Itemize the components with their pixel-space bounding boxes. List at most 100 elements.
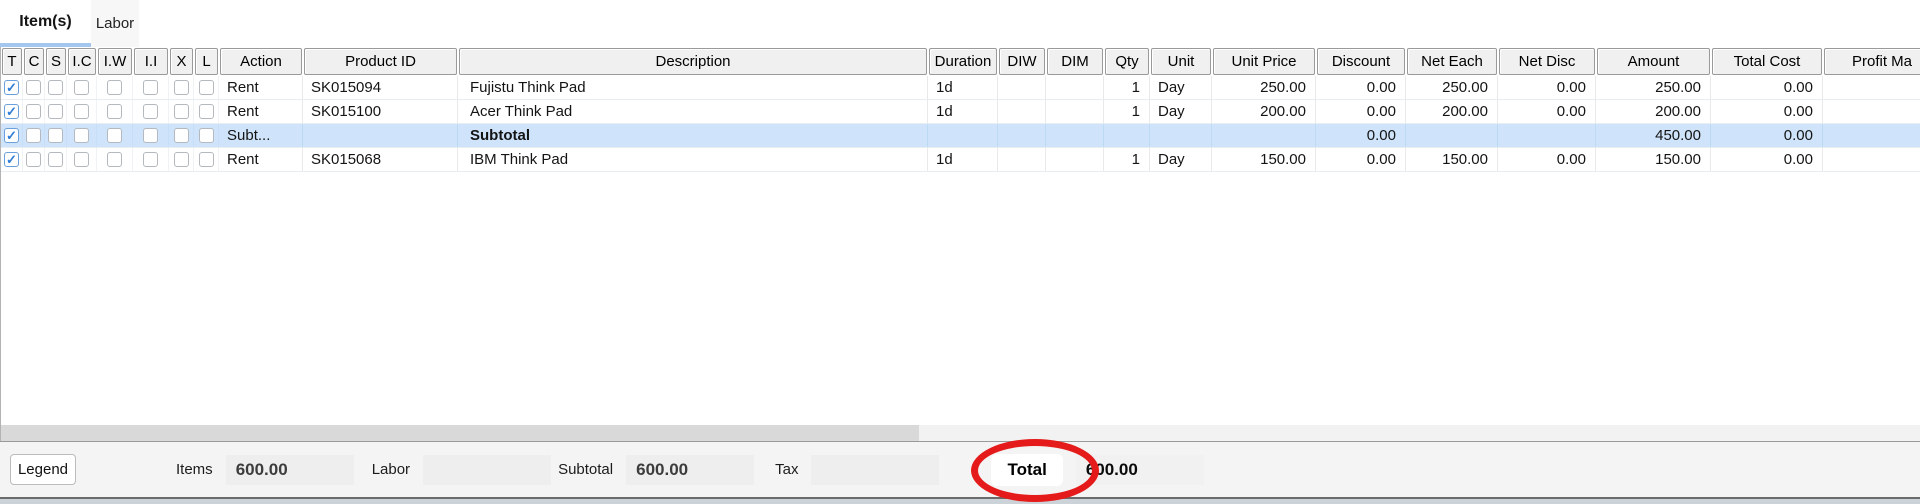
column-header-ic[interactable]: I.C [68, 48, 96, 75]
cell-dim[interactable] [1046, 124, 1104, 147]
cell-profit_margin[interactable] [1823, 76, 1920, 99]
checkbox-s[interactable] [48, 152, 63, 167]
table-row-3[interactable]: ✓ Subt... Subtotal 0.00 450.00 0.00 [1, 124, 1920, 148]
cell-diw[interactable] [998, 124, 1046, 147]
cell-description[interactable]: IBM Think Pad [458, 148, 928, 171]
checkbox-l[interactable] [198, 104, 214, 119]
cell-description[interactable]: Fujistu Think Pad [458, 76, 928, 99]
column-header-ii[interactable]: I.I [134, 48, 168, 75]
checkbox-x[interactable] [173, 128, 189, 143]
checkbox-ic[interactable] [74, 104, 89, 119]
column-header-unit[interactable]: Unit [1151, 48, 1211, 75]
cell-discount[interactable]: 0.00 [1316, 124, 1406, 147]
cell-net_each[interactable]: 250.00 [1406, 76, 1498, 99]
checkbox-s[interactable] [48, 128, 63, 143]
checkbox-x[interactable] [173, 152, 189, 167]
cell-diw[interactable] [998, 76, 1046, 99]
cell-description[interactable]: Acer Think Pad [458, 100, 928, 123]
cell-product_id[interactable] [303, 124, 458, 147]
cell-net_each[interactable]: 200.00 [1406, 100, 1498, 123]
cell-amount[interactable]: 200.00 [1596, 100, 1711, 123]
checkbox-ic[interactable] [74, 152, 89, 167]
table-row-2[interactable]: ✓ Rent SK015100 Acer Think Pad 1d 1 Day 200.00 0… [1, 100, 1920, 124]
tab-labor[interactable]: Labor [91, 0, 139, 47]
column-header-product_id[interactable]: Product ID [304, 48, 457, 75]
cell-total_cost[interactable]: 0.00 [1711, 124, 1823, 147]
cell-action[interactable]: Subt... [219, 124, 303, 147]
cell-duration[interactable]: 1d [928, 76, 998, 99]
cell-total_cost[interactable]: 0.00 [1711, 148, 1823, 171]
checkbox-ii[interactable] [143, 152, 158, 167]
column-header-net_disc[interactable]: Net Disc [1499, 48, 1595, 75]
cell-net_each[interactable]: 150.00 [1406, 148, 1498, 171]
column-header-t[interactable]: T [2, 48, 22, 75]
cell-action[interactable]: Rent [219, 100, 303, 123]
column-header-s[interactable]: S [46, 48, 66, 75]
checkbox-c[interactable] [26, 152, 41, 167]
cell-unit[interactable]: Day [1150, 76, 1212, 99]
column-header-discount[interactable]: Discount [1317, 48, 1405, 75]
table-row-4[interactable]: ✓ Rent SK015068 IBM Think Pad 1d 1 Day 150.00 0.… [1, 148, 1920, 172]
cell-unit[interactable]: Day [1150, 100, 1212, 123]
cell-discount[interactable]: 0.00 [1316, 100, 1406, 123]
checkbox-ii[interactable] [143, 104, 158, 119]
column-header-c[interactable]: C [24, 48, 44, 75]
checkbox-t-checked[interactable]: ✓ [4, 80, 19, 95]
checkbox-l[interactable] [198, 152, 214, 167]
horizontal-scrollbar-thumb[interactable] [1, 425, 919, 441]
checkbox-x[interactable] [173, 80, 189, 95]
cell-product_id[interactable]: SK015100 [303, 100, 458, 123]
cell-net_disc[interactable] [1498, 124, 1596, 147]
cell-diw[interactable] [998, 148, 1046, 171]
checkbox-iw[interactable] [107, 104, 122, 119]
cell-total_cost[interactable]: 0.00 [1711, 76, 1823, 99]
column-header-dim[interactable]: DIM [1047, 48, 1103, 75]
cell-net_disc[interactable]: 0.00 [1498, 100, 1596, 123]
cell-amount[interactable]: 450.00 [1596, 124, 1711, 147]
column-header-iw[interactable]: I.W [98, 48, 132, 75]
cell-product_id[interactable]: SK015068 [303, 148, 458, 171]
cell-unit_price[interactable]: 200.00 [1212, 100, 1316, 123]
column-header-net_each[interactable]: Net Each [1407, 48, 1497, 75]
cell-qty[interactable]: 1 [1104, 100, 1150, 123]
checkbox-t-checked[interactable]: ✓ [4, 128, 19, 143]
cell-qty[interactable]: 1 [1104, 148, 1150, 171]
cell-profit_margin[interactable] [1823, 148, 1920, 171]
column-header-amount[interactable]: Amount [1597, 48, 1710, 75]
column-header-duration[interactable]: Duration [929, 48, 997, 75]
cell-total_cost[interactable]: 0.00 [1711, 100, 1823, 123]
cell-dim[interactable] [1046, 148, 1104, 171]
cell-unit[interactable]: Day [1150, 148, 1212, 171]
column-header-l[interactable]: L [195, 48, 218, 75]
legend-button[interactable]: Legend [10, 454, 76, 485]
cell-qty[interactable]: 1 [1104, 76, 1150, 99]
column-header-total_cost[interactable]: Total Cost [1712, 48, 1822, 75]
horizontal-scrollbar[interactable] [1, 425, 1920, 441]
checkbox-iw[interactable] [107, 128, 122, 143]
cell-diw[interactable] [998, 100, 1046, 123]
cell-duration[interactable] [928, 124, 998, 147]
cell-dim[interactable] [1046, 76, 1104, 99]
cell-profit_margin[interactable] [1823, 124, 1920, 147]
cell-description[interactable]: Subtotal [458, 124, 928, 147]
checkbox-c[interactable] [26, 104, 41, 119]
cell-net_disc[interactable]: 0.00 [1498, 148, 1596, 171]
checkbox-l[interactable] [198, 128, 214, 143]
cell-net_disc[interactable]: 0.00 [1498, 76, 1596, 99]
checkbox-iw[interactable] [107, 152, 122, 167]
column-header-action[interactable]: Action [220, 48, 302, 75]
cell-dim[interactable] [1046, 100, 1104, 123]
checkbox-l[interactable] [198, 80, 214, 95]
checkbox-iw[interactable] [107, 80, 122, 95]
column-header-unit_price[interactable]: Unit Price [1213, 48, 1315, 75]
cell-unit_price[interactable] [1212, 124, 1316, 147]
cell-discount[interactable]: 0.00 [1316, 148, 1406, 171]
cell-duration[interactable]: 1d [928, 100, 998, 123]
cell-unit_price[interactable]: 250.00 [1212, 76, 1316, 99]
cell-qty[interactable] [1104, 124, 1150, 147]
cell-action[interactable]: Rent [219, 76, 303, 99]
tab-items[interactable]: Item(s) [0, 0, 91, 47]
checkbox-s[interactable] [48, 80, 63, 95]
checkbox-ic[interactable] [74, 80, 89, 95]
cell-duration[interactable]: 1d [928, 148, 998, 171]
